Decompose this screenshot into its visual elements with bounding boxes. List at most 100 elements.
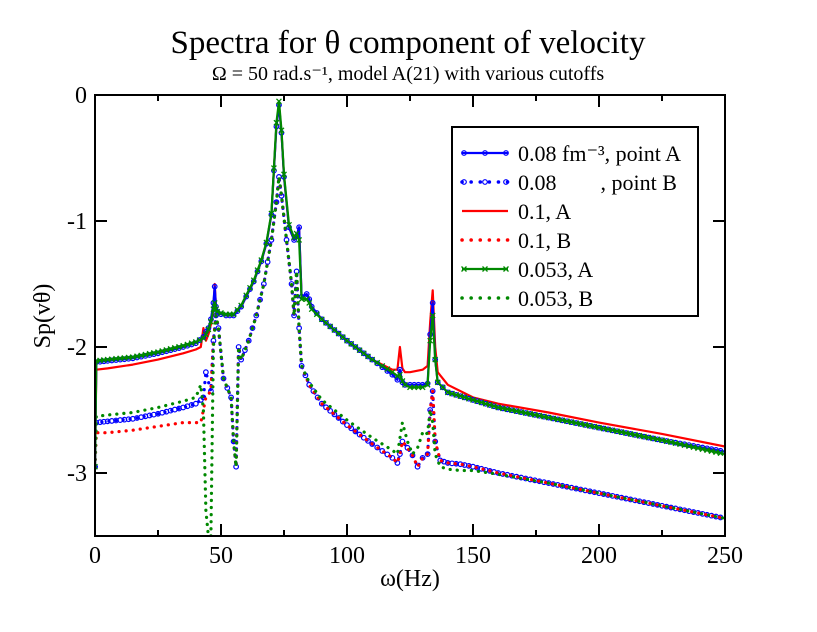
data-point-marker bbox=[171, 344, 178, 351]
data-point-marker bbox=[677, 441, 683, 448]
data-point-marker bbox=[339, 334, 346, 341]
legend-label: 0.053, A bbox=[518, 257, 593, 282]
data-point-marker bbox=[432, 356, 439, 363]
data-point-marker bbox=[690, 444, 697, 451]
data-point-marker bbox=[211, 283, 218, 290]
data-point-marker bbox=[318, 316, 325, 323]
data-point-marker bbox=[263, 239, 270, 246]
data-point-marker bbox=[286, 221, 292, 228]
data-point-marker bbox=[699, 446, 706, 453]
data-point-marker bbox=[211, 299, 218, 306]
series-6 bbox=[95, 175, 725, 536]
x-tick-label: 150 bbox=[455, 543, 491, 569]
data-point-marker bbox=[396, 371, 403, 378]
data-point-marker bbox=[384, 366, 391, 373]
series-line bbox=[95, 175, 725, 536]
data-point-marker bbox=[308, 306, 315, 313]
data-point-marker bbox=[356, 347, 363, 354]
data-point-marker bbox=[636, 432, 643, 439]
data-point-marker bbox=[134, 353, 140, 360]
data-point-marker bbox=[192, 400, 199, 407]
data-point-marker bbox=[470, 396, 476, 403]
chart-title: Spectra for θ component of velocity bbox=[171, 25, 646, 61]
x-tick-label: 250 bbox=[707, 543, 743, 569]
data-point-marker bbox=[202, 369, 209, 376]
data-point-marker bbox=[478, 399, 485, 406]
data-point-marker bbox=[352, 344, 359, 350]
data-point-marker bbox=[482, 150, 488, 156]
data-point-marker bbox=[503, 179, 509, 185]
data-point-marker bbox=[167, 345, 174, 352]
data-point-marker bbox=[306, 299, 313, 306]
data-point-marker bbox=[249, 325, 256, 332]
x-tick-label: 200 bbox=[581, 543, 617, 569]
data-point-marker bbox=[352, 344, 359, 350]
data-point-marker bbox=[654, 436, 661, 443]
data-point-marker bbox=[457, 393, 464, 400]
data-point-marker bbox=[586, 422, 593, 429]
legend-label: 0.1, B bbox=[518, 228, 571, 253]
data-point-marker bbox=[596, 424, 602, 431]
data-point-marker bbox=[573, 420, 580, 427]
data-point-marker bbox=[296, 224, 303, 231]
data-point-marker bbox=[641, 433, 647, 440]
data-point-marker bbox=[270, 165, 277, 172]
data-point-marker bbox=[672, 440, 679, 447]
data-point-marker bbox=[668, 439, 674, 446]
data-point-marker bbox=[508, 407, 515, 414]
data-point-marker bbox=[632, 431, 638, 438]
data-point-marker bbox=[214, 308, 221, 315]
data-point-marker bbox=[397, 366, 403, 373]
data-point-marker bbox=[365, 353, 371, 360]
data-point-marker bbox=[609, 427, 616, 434]
data-point-marker bbox=[218, 310, 224, 316]
data-point-marker bbox=[429, 300, 436, 306]
data-point-marker bbox=[522, 410, 529, 416]
legend: 0.08 fm⁻³, point A 0.08 , point B 0.1, A 0.… bbox=[451, 126, 699, 317]
data-point-marker bbox=[518, 409, 525, 416]
legend-label: 0.1, A bbox=[518, 199, 571, 224]
data-point-marker bbox=[394, 376, 401, 383]
data-point-marker bbox=[627, 430, 634, 437]
data-point-marker bbox=[650, 435, 656, 442]
data-point-marker bbox=[389, 454, 396, 461]
legend-entry: 0.08 , point B bbox=[460, 170, 677, 195]
data-point-marker bbox=[196, 337, 203, 344]
data-point-marker bbox=[600, 425, 607, 432]
data-point-marker bbox=[499, 405, 506, 412]
data-point-marker bbox=[461, 266, 467, 272]
data-point-marker bbox=[545, 414, 552, 421]
data-point-marker bbox=[429, 312, 436, 319]
data-point-marker bbox=[713, 449, 719, 456]
data-point-marker bbox=[369, 356, 376, 363]
data-point-marker bbox=[444, 389, 451, 396]
data-point-marker bbox=[159, 348, 166, 354]
legend-entry: 0.1, B bbox=[460, 228, 571, 253]
data-point-marker bbox=[591, 423, 598, 430]
data-point-marker bbox=[344, 337, 350, 344]
data-point-marker bbox=[184, 341, 191, 348]
data-point-marker bbox=[605, 426, 611, 433]
data-point-marker bbox=[268, 210, 275, 217]
data-point-marker bbox=[176, 343, 182, 350]
data-point-marker bbox=[402, 381, 408, 388]
data-point-marker bbox=[254, 267, 261, 274]
data-point-marker bbox=[704, 447, 710, 454]
series-5 bbox=[95, 98, 725, 470]
data-point-marker bbox=[645, 434, 652, 441]
legend-entry: 0.08 fm⁻³, point A bbox=[461, 141, 681, 166]
data-point-marker bbox=[192, 339, 199, 345]
data-point-marker bbox=[95, 463, 98, 470]
data-point-marker bbox=[207, 318, 214, 325]
data-point-marker bbox=[527, 410, 534, 417]
data-point-marker bbox=[344, 337, 350, 344]
data-point-marker bbox=[434, 379, 441, 386]
data-point-marker bbox=[550, 415, 557, 422]
data-point-marker bbox=[686, 443, 692, 450]
y-tick-label: 0 bbox=[75, 83, 87, 109]
data-point-marker bbox=[100, 418, 107, 425]
data-point-marker bbox=[568, 419, 575, 426]
data-point-marker bbox=[449, 390, 455, 397]
data-point-marker bbox=[399, 438, 406, 445]
data-point-marker bbox=[138, 352, 145, 359]
